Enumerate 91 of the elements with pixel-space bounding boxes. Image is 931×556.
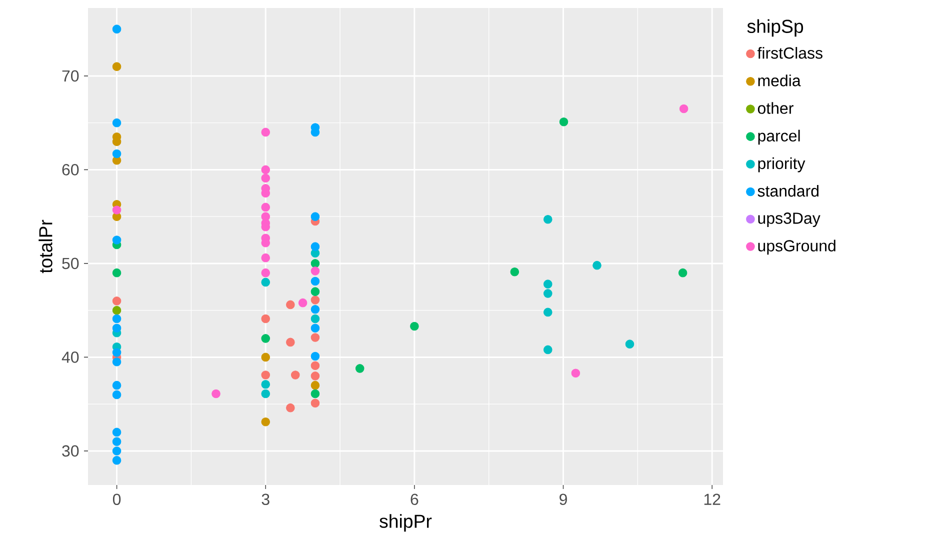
point [543, 345, 552, 354]
point [112, 428, 122, 437]
legend-label: other [758, 102, 794, 114]
point [625, 340, 634, 348]
point [298, 298, 308, 308]
point [112, 357, 122, 366]
point [261, 370, 270, 380]
point [261, 268, 270, 278]
point [543, 280, 552, 288]
x-tick-label: 12 [704, 494, 720, 505]
point [112, 118, 122, 128]
point [212, 389, 220, 398]
point [261, 417, 270, 426]
point [410, 322, 419, 331]
point [261, 314, 270, 324]
point [543, 214, 552, 224]
point [310, 398, 320, 408]
legend-label: priority [758, 157, 806, 172]
y-tick-label: 60 [62, 164, 79, 176]
point [261, 380, 270, 389]
point [310, 296, 320, 304]
point [678, 268, 688, 278]
point [290, 370, 300, 380]
y-tick-label: 30 [62, 445, 79, 457]
x-tick-label: 0 [112, 494, 121, 506]
y-tick-label: 50 [62, 258, 79, 270]
point [543, 289, 552, 298]
point [261, 174, 270, 183]
point [286, 403, 295, 412]
x-tick-label: 3 [262, 494, 270, 506]
point [310, 212, 320, 221]
y-axis-title: totalPr [38, 220, 52, 274]
point [112, 296, 122, 306]
point [310, 304, 320, 314]
point [310, 333, 320, 342]
point [510, 267, 520, 276]
y-tick-label: 70 [62, 70, 79, 82]
point [310, 276, 320, 286]
point [112, 380, 122, 390]
point [112, 62, 122, 71]
point [310, 361, 320, 370]
y-tick-label: 40 [62, 352, 79, 363]
point [310, 242, 320, 251]
point [112, 390, 122, 400]
point [559, 117, 568, 126]
x-tick-label: 6 [410, 494, 418, 506]
legend-title: shipSp [747, 19, 804, 37]
point [112, 348, 122, 357]
point [112, 149, 122, 158]
point [112, 456, 122, 465]
point [112, 437, 122, 446]
legend-label: parcel [758, 130, 800, 145]
point [112, 446, 122, 456]
point [310, 372, 320, 380]
point [261, 334, 270, 343]
point [310, 352, 320, 361]
point [112, 268, 122, 278]
point [112, 314, 122, 324]
point [261, 253, 270, 262]
point [592, 260, 602, 270]
point [286, 338, 295, 347]
point [112, 324, 122, 333]
x-axis-title: shipPr [380, 514, 432, 532]
legend-label: firstClass [757, 46, 822, 59]
point [679, 104, 688, 114]
legend-label: media [758, 74, 801, 86]
point [261, 352, 270, 362]
point [571, 368, 580, 378]
point [286, 300, 295, 310]
point [112, 236, 122, 244]
point [310, 266, 320, 276]
point [261, 128, 270, 137]
point [261, 202, 270, 212]
point [543, 308, 552, 317]
point [310, 324, 320, 333]
x-tick-label: 9 [560, 494, 567, 506]
point [112, 24, 122, 34]
legend-label: ups3Day [758, 212, 820, 228]
point [310, 389, 320, 398]
point [355, 364, 364, 373]
point [112, 306, 122, 315]
point [261, 165, 270, 174]
point [310, 287, 320, 296]
legend-label: standard [758, 184, 818, 197]
point [261, 389, 270, 398]
point [112, 206, 122, 214]
point [310, 259, 320, 268]
legend-label: upsGround [758, 240, 836, 255]
point [261, 278, 270, 287]
point [310, 314, 320, 324]
point [310, 380, 320, 390]
